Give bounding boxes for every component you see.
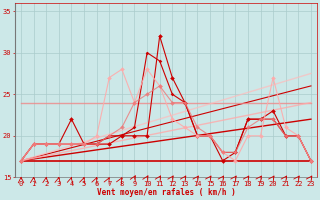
X-axis label: Vent moyen/en rafales ( km/h ): Vent moyen/en rafales ( km/h ) [97, 188, 236, 197]
